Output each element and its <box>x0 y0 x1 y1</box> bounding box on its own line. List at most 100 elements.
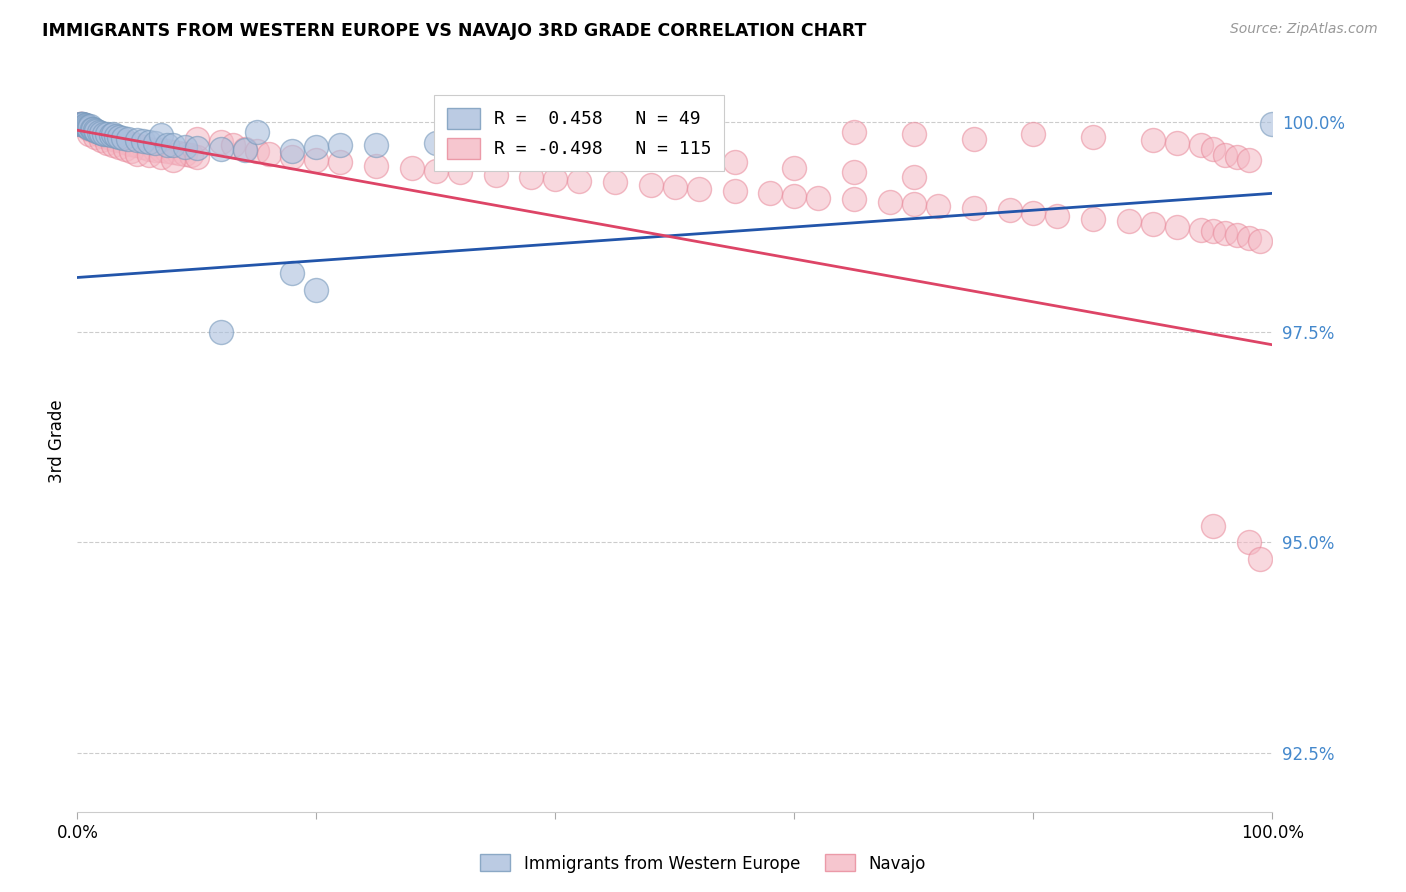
Point <box>84 130 107 145</box>
Point <box>1189 222 1212 236</box>
Point <box>79 128 101 142</box>
Point <box>143 143 166 157</box>
Point <box>425 136 447 150</box>
Point <box>664 143 686 157</box>
Point <box>1166 219 1188 234</box>
Point <box>963 131 986 145</box>
Point <box>209 142 232 156</box>
Point <box>156 145 179 159</box>
Point <box>281 150 304 164</box>
Point <box>664 148 686 162</box>
Point <box>903 128 925 142</box>
Point <box>103 138 124 153</box>
Point <box>783 189 806 203</box>
Legend: R =  0.458   N = 49, R = -0.498   N = 115: R = 0.458 N = 49, R = -0.498 N = 115 <box>434 95 724 171</box>
Point <box>86 124 108 138</box>
Point <box>879 194 901 209</box>
Point <box>82 123 104 137</box>
Point <box>114 135 136 149</box>
Point <box>1142 133 1164 147</box>
Point <box>76 119 98 133</box>
Point <box>1022 205 1045 219</box>
Point <box>69 116 91 130</box>
Point <box>76 120 98 134</box>
Point <box>167 145 190 160</box>
Point <box>233 142 256 156</box>
Point <box>1213 226 1236 240</box>
Point <box>1250 235 1272 249</box>
Point <box>1201 224 1223 238</box>
Point <box>998 203 1021 218</box>
Point <box>1022 128 1045 142</box>
Point <box>1166 136 1188 150</box>
Point <box>87 127 110 141</box>
Point <box>120 145 142 159</box>
Point <box>844 192 866 206</box>
Point <box>79 120 101 135</box>
Point <box>73 118 96 132</box>
Point <box>209 135 232 149</box>
Point <box>86 126 108 140</box>
Point <box>246 125 269 139</box>
Point <box>186 141 208 155</box>
Point <box>80 123 103 137</box>
Point <box>108 130 131 145</box>
Point <box>903 169 925 184</box>
Point <box>783 161 806 175</box>
Point <box>640 178 662 192</box>
Point <box>103 131 124 145</box>
Point <box>77 120 100 134</box>
Point <box>1213 148 1236 162</box>
Point <box>114 142 136 156</box>
Point <box>89 128 111 142</box>
Point <box>1189 138 1212 153</box>
Point <box>366 159 388 173</box>
Point <box>138 148 160 162</box>
Point <box>366 138 388 153</box>
Point <box>150 144 173 158</box>
Point <box>69 116 91 130</box>
Point <box>484 139 508 153</box>
Text: Source: ZipAtlas.com: Source: ZipAtlas.com <box>1230 22 1378 37</box>
Point <box>79 119 101 133</box>
Point <box>73 118 96 132</box>
Point <box>927 199 949 213</box>
Point <box>544 141 567 155</box>
Point <box>1118 214 1140 228</box>
Point <box>724 184 747 198</box>
Point <box>124 137 146 152</box>
Point <box>75 119 97 133</box>
Point <box>82 122 104 136</box>
Point <box>138 135 160 149</box>
Point <box>111 134 134 148</box>
Point <box>1226 228 1249 243</box>
Point <box>1237 535 1260 549</box>
Point <box>568 174 591 188</box>
Point <box>104 132 127 146</box>
Point <box>138 142 160 156</box>
Point <box>246 145 269 159</box>
Point <box>1046 209 1069 223</box>
Point <box>70 116 93 130</box>
Point <box>96 130 118 145</box>
Point <box>1083 211 1105 226</box>
Point <box>1226 150 1249 164</box>
Point <box>281 266 304 280</box>
Point <box>127 133 149 147</box>
Point <box>1201 518 1223 533</box>
Point <box>70 117 93 131</box>
Point <box>90 133 112 147</box>
Point <box>143 136 166 150</box>
Point <box>80 121 103 136</box>
Point <box>127 138 149 153</box>
Point <box>222 138 245 153</box>
Point <box>87 125 110 139</box>
Point <box>605 142 627 156</box>
Point <box>963 201 986 215</box>
Point <box>305 140 328 154</box>
Point <box>84 124 107 138</box>
Point <box>132 140 155 154</box>
Point <box>1237 153 1260 167</box>
Point <box>150 128 173 143</box>
Point <box>903 197 925 211</box>
